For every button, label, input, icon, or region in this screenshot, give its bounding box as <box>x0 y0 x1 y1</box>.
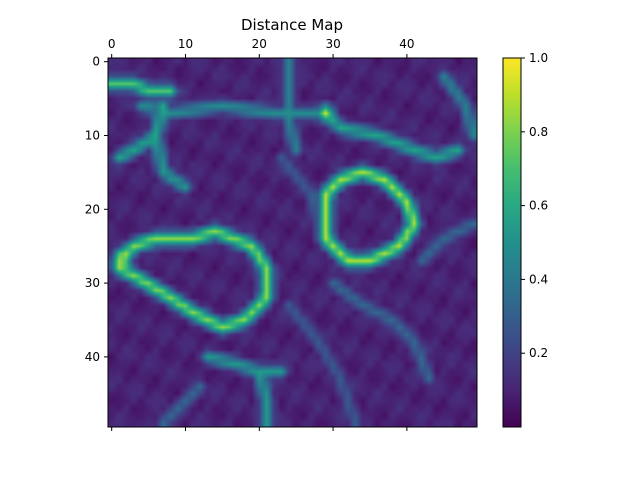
chart-title: Distance Map <box>241 16 343 34</box>
colorbar-frame <box>502 57 522 428</box>
x-tick-label: 0 <box>108 37 116 51</box>
y-tick-label: 30 <box>85 276 100 290</box>
colorbar-tick-label: 1.0 <box>529 51 548 65</box>
x-tick-label: 30 <box>325 37 340 51</box>
colorbar-tick-label: 0.6 <box>529 199 548 213</box>
y-tick-label: 40 <box>85 350 100 364</box>
heatmap-image-container <box>108 58 477 427</box>
y-tick-label: 10 <box>85 128 100 142</box>
y-tick-label: 0 <box>92 55 100 69</box>
axes: 0 10 20 30 40 0 10 20 30 40 <box>85 37 415 431</box>
colorbar-tick-label: 0.4 <box>529 272 548 286</box>
colorbar <box>503 58 521 427</box>
colorbar-tick-label: 0.2 <box>529 346 548 360</box>
colorbar-tick-label: 0.8 <box>529 125 548 139</box>
x-tick-label: 10 <box>178 37 193 51</box>
y-tick-label: 20 <box>85 202 100 216</box>
x-tick-label: 40 <box>399 37 414 51</box>
plot-frame <box>107 57 478 428</box>
x-tick-label: 20 <box>252 37 267 51</box>
colorbar-axis: 0.2 0.4 0.6 0.8 1.0 <box>521 51 548 360</box>
heatmap-image <box>108 58 477 427</box>
